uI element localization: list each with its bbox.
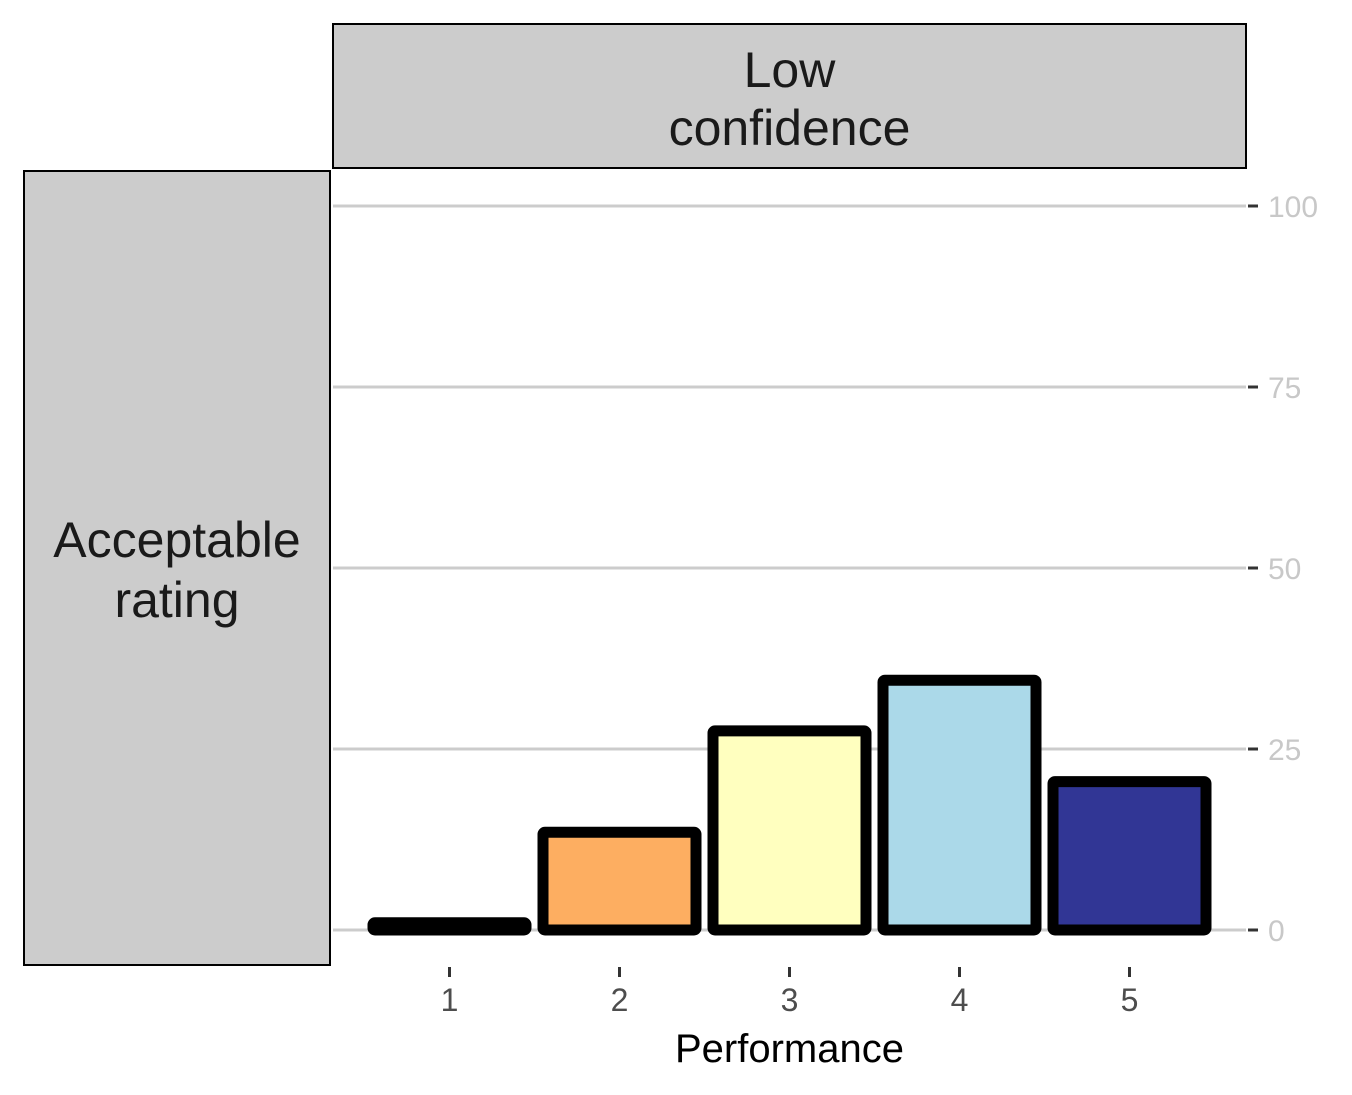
facet-col-label-line-1: Low [744,42,837,98]
x-tick-label-5: 5 [1121,982,1139,1018]
x-tick-label-4: 4 [951,982,969,1018]
facet-row-label-line-2: rating [114,572,239,628]
bar-3 [707,725,872,936]
x-tick-label-2: 2 [611,982,629,1018]
facet-strip-left: Acceptable rating [23,170,331,966]
facet-col-label-line-2: confidence [669,100,911,156]
y-axis-ticks: 0 25 50 75 100 [1248,191,1318,948]
bar-2 [537,826,702,936]
facet-strip-top: Low confidence [332,23,1247,169]
y-tick-label-50: 50 [1268,553,1301,586]
x-axis-title: Performance [675,1027,904,1071]
y-tick-label-100: 100 [1268,191,1318,224]
bars [367,674,1212,936]
x-tick-label-3: 3 [781,982,799,1018]
x-tick-label-1: 1 [441,982,459,1018]
bar-1 [367,917,532,936]
y-tick-label-25: 25 [1268,734,1301,767]
y-tick-label-75: 75 [1268,372,1301,405]
x-axis-ticks: 1 2 3 4 5 [441,967,1139,1018]
facet-row-label-line-1: Acceptable [53,512,300,568]
bar-4 [877,674,1042,936]
y-tick-label-0: 0 [1268,915,1285,948]
bar-5 [1047,776,1212,936]
